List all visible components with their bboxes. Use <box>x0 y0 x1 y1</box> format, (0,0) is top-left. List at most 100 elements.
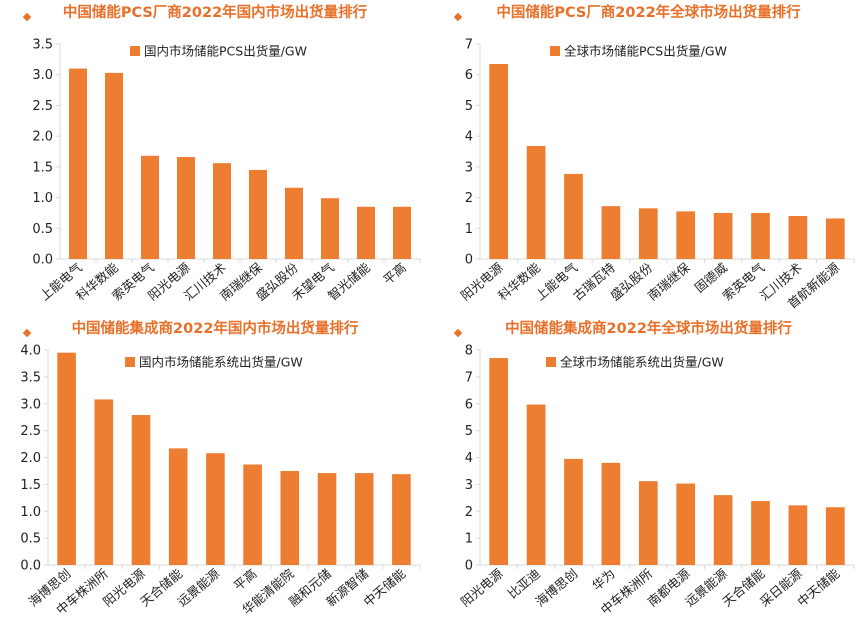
chart-title: 中国储能集成商2022年全球市场出货量排行 <box>505 320 792 337</box>
y-tick-label: 4 <box>465 130 473 145</box>
y-tick-label: 4.0 <box>20 344 41 359</box>
bar <box>526 404 546 565</box>
chart-panel-global-pcs: 中国储能PCS厂商2022年全球市场出货量排行 0 1 2 3 4 5 6 7 阳光电源 科华数能… <box>432 0 865 318</box>
x-tick-label: 平高 <box>380 260 409 288</box>
bar <box>751 212 770 259</box>
bar <box>317 473 337 565</box>
chart-title: 中国储能PCS厂商2022年全球市场出货量排行 <box>496 4 801 21</box>
bar <box>676 483 696 565</box>
y-tick-label: 3.0 <box>32 68 53 83</box>
y-tick-label: 2.0 <box>20 451 41 466</box>
y-tick-label: 3.5 <box>20 370 41 385</box>
y-tick-label: 1.0 <box>20 505 41 520</box>
bar <box>526 145 546 259</box>
chart-panel-domestic-pcs: 中国储能PCS厂商2022年国内市场出货量排行 0.0 0.5 1.0 1.5 2.0 2… <box>0 0 430 318</box>
bar <box>601 206 621 259</box>
legend-label: 国内市场储能PCS出货量/GW <box>144 44 307 59</box>
bar-chart-domestic-integrator: 0.00.51.01.52.02.53.03.54.0海博思创中车株洲所阳光电源… <box>20 344 421 617</box>
y-tick-label: 1.5 <box>32 160 53 175</box>
y-tick-label: 0 <box>465 559 473 574</box>
x-tick-label: 中天储能 <box>360 565 408 609</box>
x-tick-label: 远景能源 <box>174 565 222 609</box>
legend-swatch <box>130 46 140 56</box>
y-tick-label: 2 <box>465 505 473 520</box>
y-tick-label: 2.5 <box>20 424 41 439</box>
legend-label: 全球市场储能PCS出货量/GW <box>564 44 727 59</box>
y-tick-label: 2 <box>465 191 473 206</box>
y-tick-label: 3.0 <box>20 397 41 412</box>
bar <box>638 481 658 565</box>
y-tick-label: 4 <box>465 451 473 466</box>
bar <box>168 448 188 565</box>
bar <box>825 218 845 259</box>
bar <box>280 470 300 565</box>
bar <box>94 399 114 565</box>
bar <box>321 198 339 259</box>
bar <box>206 453 225 565</box>
bar <box>392 474 411 565</box>
bar <box>393 206 411 259</box>
y-tick-label: 3.5 <box>32 38 53 53</box>
chart-panel-global-integrator: 中国储能集成商2022年全球市场出货量排行 0 1 2 3 4 5 6 7 8 阳光电源 比亚迪 海博… <box>432 316 865 631</box>
y-tick-label: 2.5 <box>32 99 53 114</box>
y-tick-label: 6 <box>465 68 473 83</box>
y-tick-label: 3 <box>465 478 473 493</box>
y-tick-label: 5 <box>465 424 473 439</box>
y-tick-label: 3 <box>465 160 473 175</box>
bar <box>285 187 303 259</box>
bar <box>69 68 87 259</box>
bar <box>249 169 267 259</box>
bar <box>213 163 231 259</box>
bar <box>489 63 509 259</box>
bar <box>177 157 195 259</box>
y-tick-label: 5 <box>465 99 473 114</box>
y-tick-label: 0.0 <box>32 253 53 268</box>
y-tick-label: 7 <box>465 38 473 53</box>
x-tick-label: 海博思创 <box>532 566 580 610</box>
chart-panel-domestic-integrator: 中国储能集成商2022年国内市场出货量排行 0.0 0.5 1.0 1.5 2.0 2.5… <box>0 316 430 631</box>
chart-title: 中国储能PCS厂商2022年国内市场出货量排行 <box>62 4 368 21</box>
bar <box>564 173 583 259</box>
legend-swatch <box>125 357 135 367</box>
y-tick-label: 1.5 <box>20 478 41 493</box>
chart-title: 中国储能集成商2022年国内市场出货量排行 <box>71 320 359 337</box>
bar-chart-domestic-pcs: 0.00.51.01.52.02.53.03.5上能电气科华数能索英电气阳光电源… <box>32 38 421 303</box>
bar <box>751 501 770 565</box>
y-tick-label: 0.0 <box>20 559 41 574</box>
bar <box>131 415 151 565</box>
legend-label: 全球市场储能系统出货量/GW <box>560 355 724 370</box>
bar <box>788 505 808 565</box>
bar <box>788 216 808 259</box>
y-tick-label: 1 <box>465 532 473 547</box>
bar <box>354 473 374 565</box>
y-tick-label: 0 <box>465 253 473 268</box>
x-tick-label: 南瑞继保 <box>645 259 693 303</box>
y-tick-label: 1.0 <box>32 191 53 206</box>
x-tick-label: 平高 <box>231 566 260 594</box>
x-tick-label: 华为 <box>589 566 618 594</box>
y-tick-label: 2.0 <box>32 130 53 145</box>
bar <box>601 462 621 565</box>
bar <box>57 352 76 565</box>
bar <box>638 208 658 259</box>
legend-swatch <box>550 46 560 56</box>
bar <box>713 495 733 565</box>
y-tick-label: 7 <box>465 370 473 385</box>
bar <box>105 72 123 259</box>
bar <box>357 206 375 259</box>
bar <box>676 211 696 259</box>
bar <box>825 507 845 565</box>
x-tick-label: 中天储能 <box>794 565 842 609</box>
legend-label: 国内市场储能系统出货量/GW <box>139 355 303 370</box>
bar <box>141 155 159 259</box>
bar <box>489 358 509 565</box>
bar <box>243 464 262 565</box>
y-tick-label: 8 <box>465 344 473 359</box>
legend-swatch <box>546 357 556 367</box>
bar <box>564 458 583 565</box>
y-tick-label: 0.5 <box>32 222 53 237</box>
y-tick-label: 0.5 <box>20 532 41 547</box>
